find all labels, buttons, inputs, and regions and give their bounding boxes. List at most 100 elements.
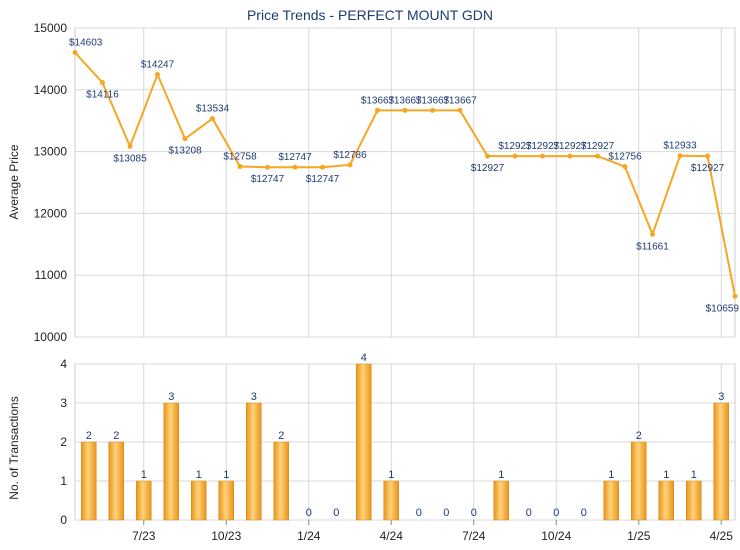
price-point bbox=[320, 164, 325, 170]
transaction-count-label: 2 bbox=[113, 430, 119, 442]
price-axis-label: Average Price bbox=[7, 144, 21, 219]
price-data-label: $12747 bbox=[278, 152, 312, 163]
transaction-count-label: 1 bbox=[608, 469, 614, 481]
price-point bbox=[457, 107, 463, 113]
transaction-count-label: 1 bbox=[691, 469, 697, 481]
price-point bbox=[567, 153, 573, 159]
x-tick-label: 10/24 bbox=[541, 529, 571, 543]
transaction-count-label: 1 bbox=[663, 469, 669, 481]
transaction-bar bbox=[108, 441, 124, 521]
transaction-bar bbox=[273, 441, 289, 521]
price-data-label: $12747 bbox=[251, 174, 285, 185]
price-point bbox=[72, 50, 78, 56]
price-point bbox=[677, 153, 683, 159]
transaction-count-label: 1 bbox=[388, 469, 394, 481]
price-data-label: $13667 bbox=[361, 95, 395, 106]
price-data-label: $12927 bbox=[581, 141, 615, 152]
price-point bbox=[182, 136, 188, 142]
transaction-bar bbox=[163, 402, 179, 521]
transaction-bar bbox=[603, 480, 619, 521]
x-tick-label: 1/24 bbox=[297, 529, 321, 543]
transaction-count-label: 0 bbox=[526, 507, 532, 519]
transaction-count-label: 3 bbox=[168, 391, 174, 403]
x-tick-label: 10/23 bbox=[211, 529, 241, 543]
transactions-tick-label: 2 bbox=[60, 435, 67, 449]
transactions-tick-label: 4 bbox=[60, 357, 67, 371]
x-tick-label: 7/23 bbox=[132, 529, 156, 543]
transaction-count-label: 0 bbox=[333, 507, 339, 519]
transactions-tick-label: 1 bbox=[60, 474, 67, 488]
price-point bbox=[512, 153, 518, 159]
transaction-bar bbox=[631, 441, 647, 521]
transaction-bar bbox=[136, 480, 152, 521]
transactions-axis-label: No. of Transactions bbox=[7, 396, 21, 499]
price-data-label: $12747 bbox=[306, 174, 340, 185]
transaction-count-label: 0 bbox=[416, 507, 422, 519]
transaction-count-label: 3 bbox=[251, 391, 257, 403]
transaction-count-label: 2 bbox=[636, 430, 642, 442]
price-data-label: $13208 bbox=[168, 146, 202, 157]
price-point bbox=[127, 143, 133, 149]
price-tick-label: 10000 bbox=[34, 330, 68, 344]
price-data-label: $11661 bbox=[636, 241, 669, 252]
transaction-count-label: 1 bbox=[141, 469, 147, 481]
transaction-count-label: 1 bbox=[196, 469, 202, 481]
price-point bbox=[292, 164, 298, 170]
price-point bbox=[155, 72, 160, 78]
price-point bbox=[265, 164, 270, 170]
price-data-label: $12927 bbox=[498, 141, 532, 152]
price-point bbox=[485, 153, 490, 159]
transaction-bar bbox=[658, 480, 674, 521]
transaction-count-label: 0 bbox=[443, 507, 449, 519]
transaction-bar bbox=[246, 402, 262, 521]
transaction-count-label: 3 bbox=[718, 391, 724, 403]
transaction-bar bbox=[81, 441, 97, 521]
transaction-count-label: 0 bbox=[471, 507, 477, 519]
price-data-label: $12758 bbox=[223, 152, 257, 163]
transactions-tick-label: 0 bbox=[60, 513, 67, 527]
x-tick-label: 4/24 bbox=[380, 529, 404, 543]
transaction-count-label: 0 bbox=[306, 507, 312, 519]
price-point bbox=[100, 80, 105, 86]
transaction-count-label: 4 bbox=[361, 352, 367, 364]
transaction-bar bbox=[191, 480, 207, 521]
price-tick-label: 11000 bbox=[35, 268, 68, 282]
price-point bbox=[210, 116, 215, 122]
price-data-label: $12933 bbox=[663, 141, 697, 152]
price-data-label: $10659 bbox=[706, 303, 740, 314]
price-data-label: $13667 bbox=[388, 95, 422, 106]
price-point bbox=[622, 164, 628, 170]
transactions-tick-label: 3 bbox=[60, 396, 67, 410]
transaction-count-label: 2 bbox=[278, 430, 284, 442]
price-data-label: $14116 bbox=[86, 90, 119, 101]
transaction-count-label: 0 bbox=[553, 507, 559, 519]
price-data-label: $13534 bbox=[196, 104, 230, 115]
price-data-label: $12756 bbox=[608, 152, 642, 163]
price-point bbox=[347, 162, 353, 168]
price-point bbox=[402, 107, 408, 113]
transaction-count-label: 1 bbox=[223, 469, 229, 481]
transaction-count-label: 2 bbox=[86, 430, 92, 442]
price-point bbox=[732, 293, 738, 299]
x-tick-label: 1/25 bbox=[627, 529, 651, 543]
transaction-bar bbox=[713, 402, 729, 521]
price-data-label: $12786 bbox=[333, 150, 367, 161]
transaction-bar bbox=[356, 363, 372, 521]
transaction-bar bbox=[218, 480, 234, 521]
price-point bbox=[237, 164, 243, 170]
price-point bbox=[375, 107, 380, 113]
price-point bbox=[595, 153, 600, 159]
transaction-bar bbox=[686, 480, 702, 521]
transactions-bar-plot: 0 1 2 3 4 7/23 10/23 1/24 4/24 7/24 10/24 1/25 4/25 2… bbox=[60, 352, 736, 543]
price-point bbox=[430, 107, 435, 113]
price-plot-area bbox=[74, 27, 736, 338]
price-data-label: $13667 bbox=[443, 95, 477, 106]
chart-title: Price Trends - PERFECT MOUNT GDN bbox=[247, 7, 493, 23]
x-tick-label: 4/25 bbox=[710, 529, 734, 543]
price-line-plot: 10000 11000 12000 13000 14000 15000$14603 $141… bbox=[34, 21, 740, 344]
price-data-label: $12927 bbox=[553, 141, 587, 152]
price-point bbox=[540, 153, 545, 159]
price-tick-label: 14000 bbox=[34, 83, 68, 97]
